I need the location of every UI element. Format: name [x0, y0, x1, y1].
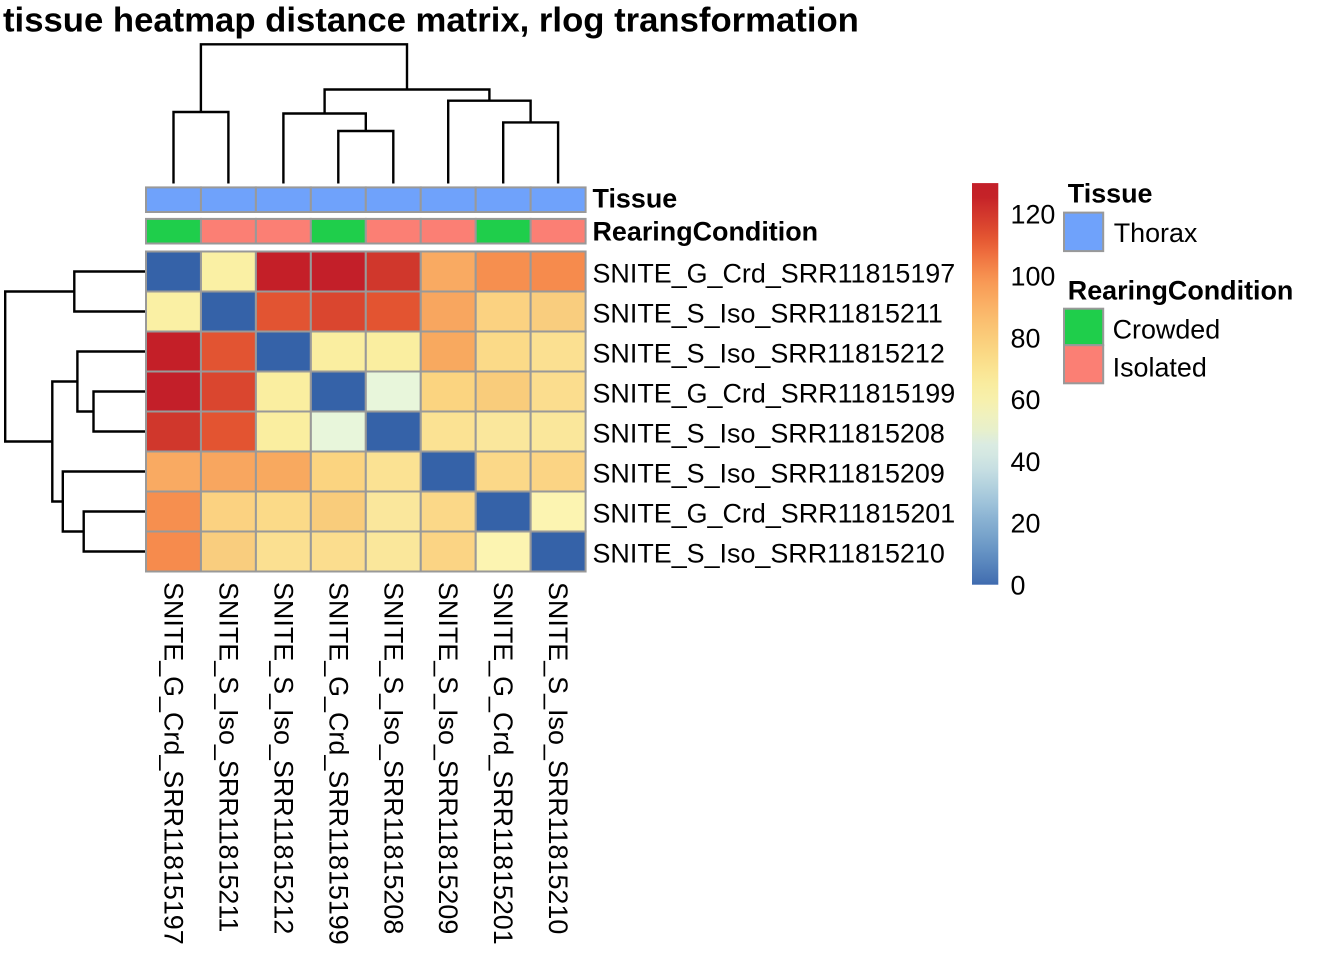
svg-text:SNITE_S_Iso_SRR11815212: SNITE_S_Iso_SRR11815212: [268, 582, 298, 934]
svg-text:SNITE_G_Crd_SRR11815199: SNITE_G_Crd_SRR11815199: [323, 582, 353, 945]
svg-text:SNITE_S_Iso_SRR11815209: SNITE_S_Iso_SRR11815209: [433, 582, 463, 934]
svg-text:SNITE_G_Crd_SRR11815197: SNITE_G_Crd_SRR11815197: [159, 582, 189, 945]
svg-text:SNITE_S_Iso_SRR11815211: SNITE_S_Iso_SRR11815211: [213, 582, 243, 932]
svg-text:SNITE_G_Crd_SRR11815199: SNITE_G_Crd_SRR11815199: [593, 379, 956, 409]
svg-text:60: 60: [1011, 385, 1041, 415]
svg-text:Tissue: Tissue: [1068, 179, 1153, 209]
svg-text:SNITE_S_Iso_SRR11815212: SNITE_S_Iso_SRR11815212: [593, 339, 945, 369]
svg-text:SNITE_G_Crd_SRR11815201: SNITE_G_Crd_SRR11815201: [593, 499, 956, 529]
svg-text:SNITE_S_Iso_SRR11815211: SNITE_S_Iso_SRR11815211: [593, 299, 943, 329]
svg-text:tissue heatmap distance matrix: tissue heatmap distance matrix, rlog tra…: [3, 2, 859, 40]
svg-text:SNITE_S_Iso_SRR11815209: SNITE_S_Iso_SRR11815209: [593, 459, 945, 489]
svg-text:SNITE_S_Iso_SRR11815208: SNITE_S_Iso_SRR11815208: [378, 582, 408, 934]
svg-text:40: 40: [1011, 447, 1041, 477]
svg-text:Thorax: Thorax: [1114, 218, 1198, 248]
svg-text:SNITE_S_Iso_SRR11815208: SNITE_S_Iso_SRR11815208: [593, 419, 945, 449]
svg-text:Isolated: Isolated: [1113, 353, 1207, 383]
svg-text:SNITE_G_Crd_SRR11815201: SNITE_G_Crd_SRR11815201: [488, 582, 518, 945]
svg-text:Crowded: Crowded: [1113, 315, 1221, 345]
svg-text:SNITE_G_Crd_SRR11815197: SNITE_G_Crd_SRR11815197: [593, 259, 956, 289]
svg-text:RearingCondition: RearingCondition: [593, 217, 819, 247]
svg-text:120: 120: [1011, 200, 1056, 230]
svg-text:SNITE_S_Iso_SRR11815210: SNITE_S_Iso_SRR11815210: [593, 539, 945, 569]
svg-text:0: 0: [1011, 570, 1026, 600]
svg-text:20: 20: [1011, 509, 1041, 539]
svg-text:RearingCondition: RearingCondition: [1068, 276, 1294, 306]
svg-text:80: 80: [1011, 323, 1041, 353]
svg-text:100: 100: [1011, 262, 1056, 292]
svg-text:SNITE_S_Iso_SRR11815210: SNITE_S_Iso_SRR11815210: [543, 582, 573, 934]
svg-text:Tissue: Tissue: [593, 184, 678, 214]
